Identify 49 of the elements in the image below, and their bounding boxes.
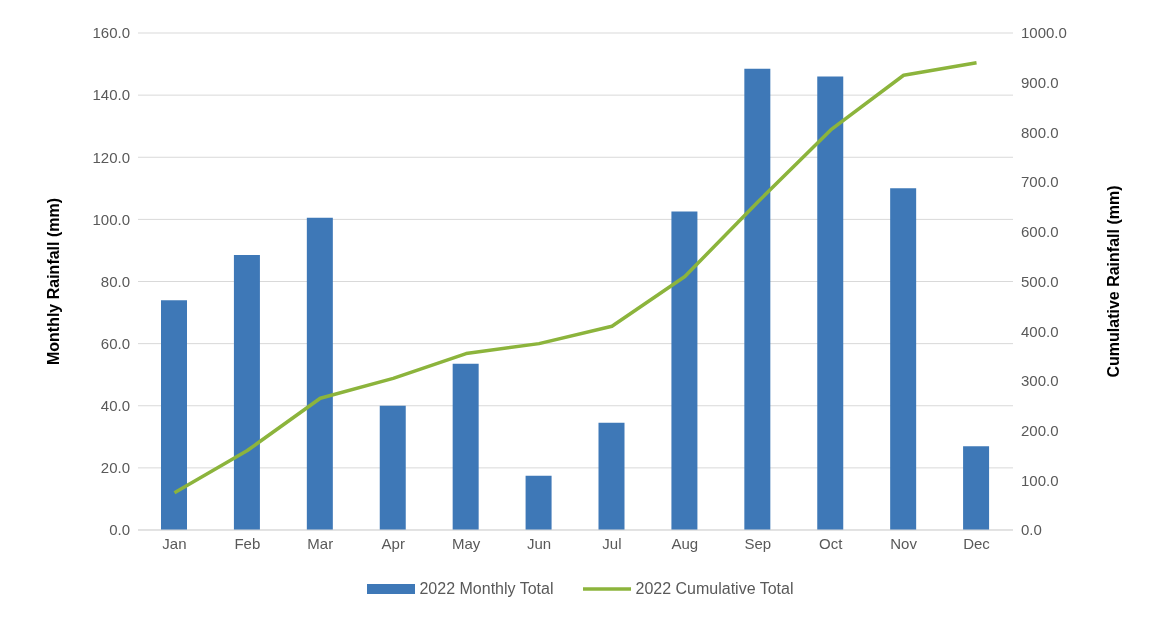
bar [161, 300, 187, 530]
bar [744, 68, 771, 530]
y-tick-label: 60.0 [100, 334, 130, 352]
y-axis-title: Monthly Rainfall (mm) [44, 197, 62, 366]
bar [306, 217, 333, 530]
y2-tick-label: 300.0 [1021, 372, 1059, 390]
bar [379, 405, 406, 530]
y-tick-label: 160.0 [92, 24, 130, 42]
x-tick-label: Nov [890, 534, 918, 552]
x-tick-label: Feb [234, 534, 261, 552]
bar [671, 211, 698, 530]
bar [233, 255, 260, 530]
y2-tick-label: 600.0 [1021, 223, 1059, 241]
x-tick-label: Jan [162, 534, 187, 552]
line-series [172, 61, 979, 495]
x-tick-label: May [451, 534, 481, 552]
x-tick-label: Jun [526, 534, 552, 552]
y2-tick-label: 500.0 [1021, 272, 1059, 290]
y2-tick-label: 700.0 [1021, 173, 1059, 191]
bar [963, 446, 990, 530]
y2-tick-label: 800.0 [1021, 123, 1059, 141]
y-tick-label: 120.0 [92, 148, 130, 166]
y-tick-label: 140.0 [92, 86, 130, 104]
y-tick-label: 100.0 [92, 210, 130, 228]
x-tick-label: Oct [819, 534, 844, 552]
y2-tick-label: 900.0 [1021, 74, 1059, 92]
y2-tick-label: 400.0 [1021, 322, 1059, 340]
x-tick-label: Mar [307, 534, 334, 552]
x-tick-label: Dec [963, 534, 991, 552]
bar [525, 475, 552, 530]
y-tick-label: 20.0 [100, 459, 130, 477]
x-tick-label: Sep [744, 534, 772, 552]
bar [598, 422, 625, 530]
bar [452, 363, 479, 530]
bar [817, 76, 844, 530]
legend-label: 2022 Cumulative Total [635, 580, 794, 598]
x-tick-label: Aug [671, 534, 699, 552]
y-tick-label: 0.0 [109, 521, 130, 539]
y2-tick-label: 1000.0 [1021, 24, 1067, 42]
y2-tick-label: 200.0 [1021, 421, 1059, 439]
x-tick-label: Apr [381, 534, 405, 552]
y-tick-label: 80.0 [100, 272, 130, 290]
bar [890, 188, 917, 530]
y2-tick-label: 0.0 [1021, 521, 1042, 539]
y2-axis-title: Cumulative Rainfall (mm) [1104, 185, 1122, 378]
y-tick-label: 40.0 [100, 397, 130, 415]
legend-label: 2022 Monthly Total [419, 580, 554, 598]
y2-tick-label: 100.0 [1021, 471, 1059, 489]
x-tick-label: Jul [602, 534, 622, 552]
